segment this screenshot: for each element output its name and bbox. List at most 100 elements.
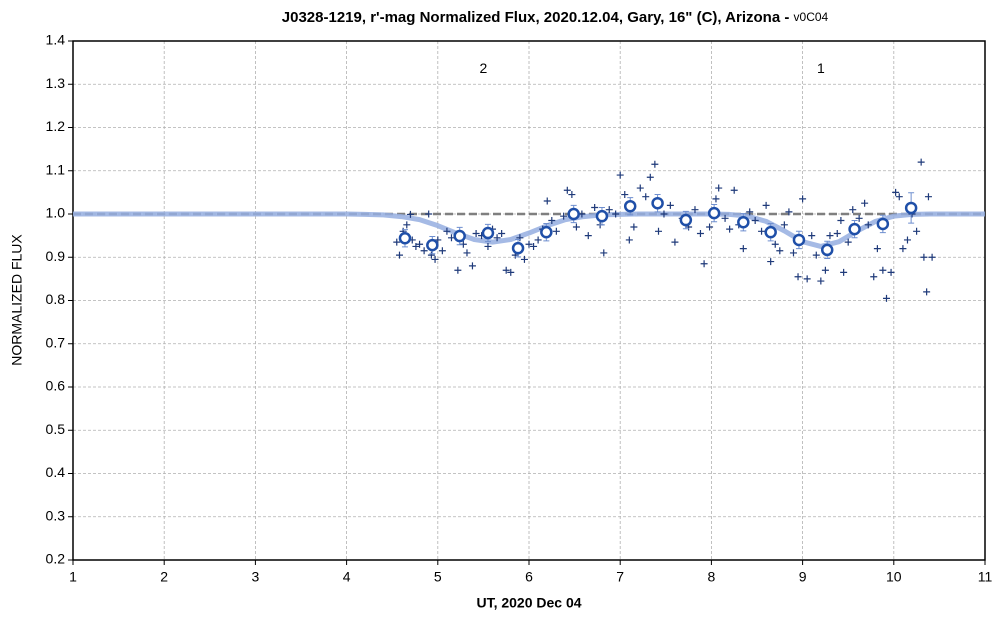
y-tick-label: 1.0 [46, 205, 66, 221]
y-tick-label: 0.2 [46, 551, 66, 567]
data-point [923, 288, 931, 296]
binned-point [848, 222, 861, 236]
binned-point [820, 243, 834, 257]
data-point [651, 160, 659, 168]
data-point [721, 214, 729, 222]
x-tick-label: 7 [616, 569, 624, 585]
binned-point [398, 231, 412, 245]
data-point [472, 229, 480, 237]
data-point [751, 216, 759, 224]
y-tick-label: 1.3 [46, 75, 66, 91]
data-point [928, 253, 936, 261]
x-tick-label: 2 [160, 569, 168, 585]
data-point [427, 251, 435, 259]
data-point [785, 208, 793, 216]
data-point [771, 240, 779, 248]
data-point [520, 255, 528, 263]
data-point [844, 238, 852, 246]
data-point [443, 227, 451, 235]
data-point [591, 204, 599, 212]
y-tick-label: 0.5 [46, 421, 66, 437]
data-point [855, 214, 863, 222]
data-point [780, 221, 788, 229]
data-point [924, 193, 932, 201]
data-point [879, 266, 887, 274]
data-point [412, 242, 420, 250]
data-point [691, 206, 699, 214]
data-point [530, 242, 538, 250]
y-tick-label: 1.2 [46, 118, 66, 134]
binned-point [764, 225, 777, 239]
data-point [696, 229, 704, 237]
data-point [454, 266, 462, 274]
data-point [534, 236, 542, 244]
data-point [612, 210, 620, 218]
data-point [552, 227, 560, 235]
data-point [817, 277, 825, 285]
data-point [706, 223, 714, 231]
data-point [666, 201, 674, 209]
data-point [715, 184, 723, 192]
data-point [758, 227, 766, 235]
data-point [917, 158, 925, 166]
data-point [584, 232, 592, 240]
data-point [642, 193, 650, 201]
x-tick-label: 10 [886, 569, 902, 585]
chart-title: J0328-1219, r'-mag Normalized Flux, 2020… [282, 9, 829, 26]
binned-point [904, 201, 918, 215]
binned-point [651, 196, 664, 210]
x-tick-label: 3 [252, 569, 260, 585]
y-axis-label: NORMALIZED FLUX [9, 234, 25, 366]
binned-point [540, 225, 553, 239]
data-point [883, 294, 891, 302]
title-suffix: v0C04 [794, 10, 829, 24]
data-point [849, 206, 857, 214]
data-point [572, 223, 580, 231]
data-point [525, 240, 533, 248]
data-point [887, 268, 895, 276]
binned-point [595, 209, 609, 223]
data-point [548, 216, 556, 224]
data-point [431, 255, 439, 263]
data-point [403, 221, 411, 229]
data-point [837, 216, 845, 224]
data-point [812, 251, 820, 259]
data-point [560, 212, 568, 220]
plot-border [72, 40, 986, 561]
data-point [794, 273, 802, 281]
data-point [762, 201, 770, 209]
data-point [712, 195, 720, 203]
binned-point [679, 213, 693, 227]
x-tick-label: 4 [343, 569, 351, 585]
data-point [406, 210, 414, 218]
y-tick-label: 0.4 [46, 464, 66, 480]
data-point [899, 245, 907, 253]
data-point [416, 240, 424, 248]
y-tick-label: 0.8 [46, 291, 66, 307]
data-point [463, 249, 471, 257]
y-tick-label: 0.9 [46, 248, 66, 264]
data-point [873, 245, 881, 253]
data-point [920, 253, 928, 261]
data-point [468, 262, 476, 270]
data-point [799, 195, 807, 203]
y-tick-label: 0.3 [46, 507, 66, 523]
data-point [621, 191, 629, 199]
data-point [516, 234, 524, 242]
data-point [895, 193, 903, 201]
data-point [568, 191, 576, 199]
data-point [776, 247, 784, 255]
binned-point [481, 226, 495, 240]
data-point [671, 238, 679, 246]
y-tick-label: 0.6 [46, 378, 66, 394]
data-point [543, 197, 551, 205]
data-point [493, 234, 501, 242]
y-tick-label: 1.1 [46, 161, 66, 177]
data-point [438, 247, 446, 255]
x-tick-label: 1 [69, 569, 77, 585]
data-point [660, 210, 668, 218]
data-point [616, 171, 624, 179]
data-point [840, 268, 848, 276]
data-point [833, 229, 841, 237]
